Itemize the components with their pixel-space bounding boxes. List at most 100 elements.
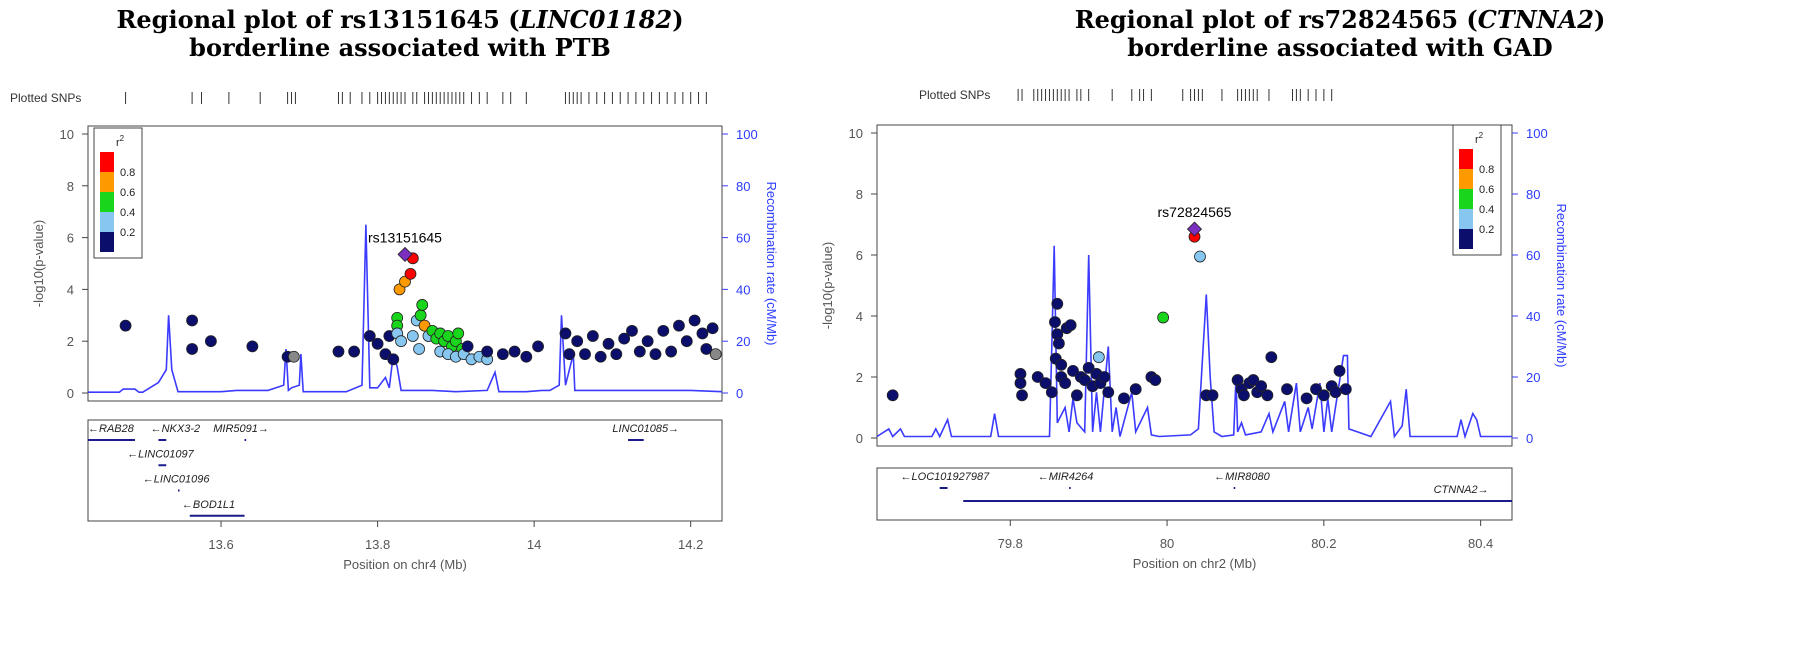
- y-tick-label: 10: [849, 126, 863, 141]
- plotted-snps-label: Plotted SNPs: [919, 88, 990, 102]
- snp-point: [633, 345, 646, 358]
- legend-swatch: [100, 192, 114, 212]
- y2-tick-label: 100: [736, 127, 758, 142]
- snp-point: [1067, 364, 1079, 377]
- y2-tick-label: 80: [736, 179, 750, 194]
- snp-point: [395, 335, 407, 348]
- chart-title-right: Regional plot of rs72824565 (CTNNA2) bor…: [1074, 5, 1606, 62]
- x-tick-label: 13.6: [208, 537, 233, 552]
- y-tick-label: 0: [67, 386, 74, 401]
- x-tick-label: 14.2: [678, 537, 703, 552]
- gene-label: ←MIR8080: [1214, 471, 1271, 483]
- legend-label: 0.2: [120, 227, 135, 239]
- plotted-snps-label: Plotted SNPs: [10, 91, 81, 105]
- recombination-rate-line: [88, 224, 723, 393]
- y-axis-title: -log10(p-value): [820, 242, 835, 329]
- snp-point: [406, 330, 419, 342]
- snp-point: [1014, 377, 1027, 390]
- y-tick-label: 8: [67, 179, 74, 194]
- snp-point: [413, 343, 425, 355]
- snp-point: [665, 345, 678, 358]
- gene-label: ←BOD1L1: [182, 499, 235, 511]
- legend-label: 0.4: [1479, 204, 1494, 216]
- snp-point: [579, 348, 591, 361]
- snp-point: [1071, 389, 1083, 402]
- y2-tick-label: 80: [1526, 187, 1540, 202]
- gene-label: ←RAB28: [88, 423, 135, 435]
- snp-point: [610, 348, 623, 361]
- y2-tick-label: 60: [736, 231, 750, 246]
- snp-point: [1129, 383, 1142, 396]
- legend-swatch: [1459, 169, 1473, 189]
- snp-point: [1317, 389, 1330, 402]
- snp-point: [1118, 392, 1130, 405]
- snp-point: [496, 348, 509, 361]
- legend-swatch: [100, 212, 114, 232]
- snp-point: [416, 299, 429, 311]
- gene-label: ←NKX3-2: [151, 423, 201, 435]
- legend-title: r2: [1475, 131, 1484, 146]
- plot-frame: [87, 125, 723, 402]
- snp-point: [1281, 383, 1293, 396]
- snp-point: [404, 267, 417, 280]
- legend-label: 0.8: [120, 167, 135, 179]
- y-tick-label: 2: [856, 370, 863, 385]
- snp-point: [700, 343, 713, 355]
- x-tick-label: 13.8: [365, 537, 390, 552]
- snp-point: [1206, 389, 1219, 402]
- y-tick-label: 0: [856, 431, 863, 446]
- x-tick-label: 80.4: [1468, 536, 1493, 551]
- legend-label: 0.6: [1479, 184, 1494, 196]
- snp-point: [508, 345, 521, 358]
- gene-panel: [87, 419, 723, 522]
- snp-point: [1059, 377, 1072, 390]
- snp-point: [586, 330, 599, 342]
- snp-point: [594, 350, 607, 363]
- snp-point: [1049, 316, 1061, 329]
- y2-tick-label: 100: [1526, 126, 1548, 141]
- snp-point: [1016, 389, 1028, 402]
- legend-label: 0.2: [1479, 224, 1494, 236]
- snp-point: [1102, 386, 1115, 399]
- legend-swatch: [100, 232, 114, 252]
- snp-point: [1055, 358, 1068, 371]
- snp-point: [1333, 364, 1346, 377]
- snp-point: [204, 335, 217, 348]
- snp-point: [1237, 389, 1250, 402]
- y-tick-label: 4: [67, 282, 74, 297]
- snp-point: [1039, 377, 1052, 390]
- snp-point: [371, 337, 384, 350]
- snp-point: [1339, 383, 1352, 396]
- snp-point: [1052, 337, 1065, 350]
- y-tick-label: 6: [856, 248, 863, 263]
- panel-right: Plotted SNPs0246810020406080100-log10(p-…: [820, 88, 1569, 571]
- y2-tick-label: 20: [736, 334, 750, 349]
- x-axis-title: Position on chr4 (Mb): [343, 557, 467, 572]
- legend-label: 0.8: [1479, 164, 1494, 176]
- y-tick-label: 6: [67, 231, 74, 246]
- snp-point: [571, 335, 584, 348]
- y2-tick-label: 20: [1526, 370, 1540, 385]
- snp-point: [1149, 374, 1162, 386]
- x-tick-label: 80.2: [1311, 536, 1336, 551]
- x-axis-title: Position on chr2 (Mb): [1133, 556, 1257, 571]
- snp-point: [618, 332, 631, 345]
- snp-point: [680, 335, 693, 348]
- y-axis-title: -log10(p-value): [31, 220, 46, 307]
- legend-swatch: [100, 152, 114, 172]
- snp-point: [649, 348, 662, 361]
- snp-point: [348, 345, 361, 358]
- y2-tick-label: 40: [736, 282, 750, 297]
- gene-panel: [876, 467, 1513, 521]
- snp-point: [1194, 250, 1206, 263]
- legend-swatch: [100, 172, 114, 192]
- lead-snp-label: rs13151645: [368, 229, 442, 245]
- y-tick-label: 8: [856, 187, 863, 202]
- snp-point: [186, 314, 199, 327]
- snp-point: [1261, 389, 1274, 402]
- snp-point: [1300, 392, 1313, 405]
- gene-label: CTNNA2→: [1434, 484, 1489, 496]
- legend-swatch: [1459, 209, 1473, 229]
- snp-point: [287, 350, 300, 363]
